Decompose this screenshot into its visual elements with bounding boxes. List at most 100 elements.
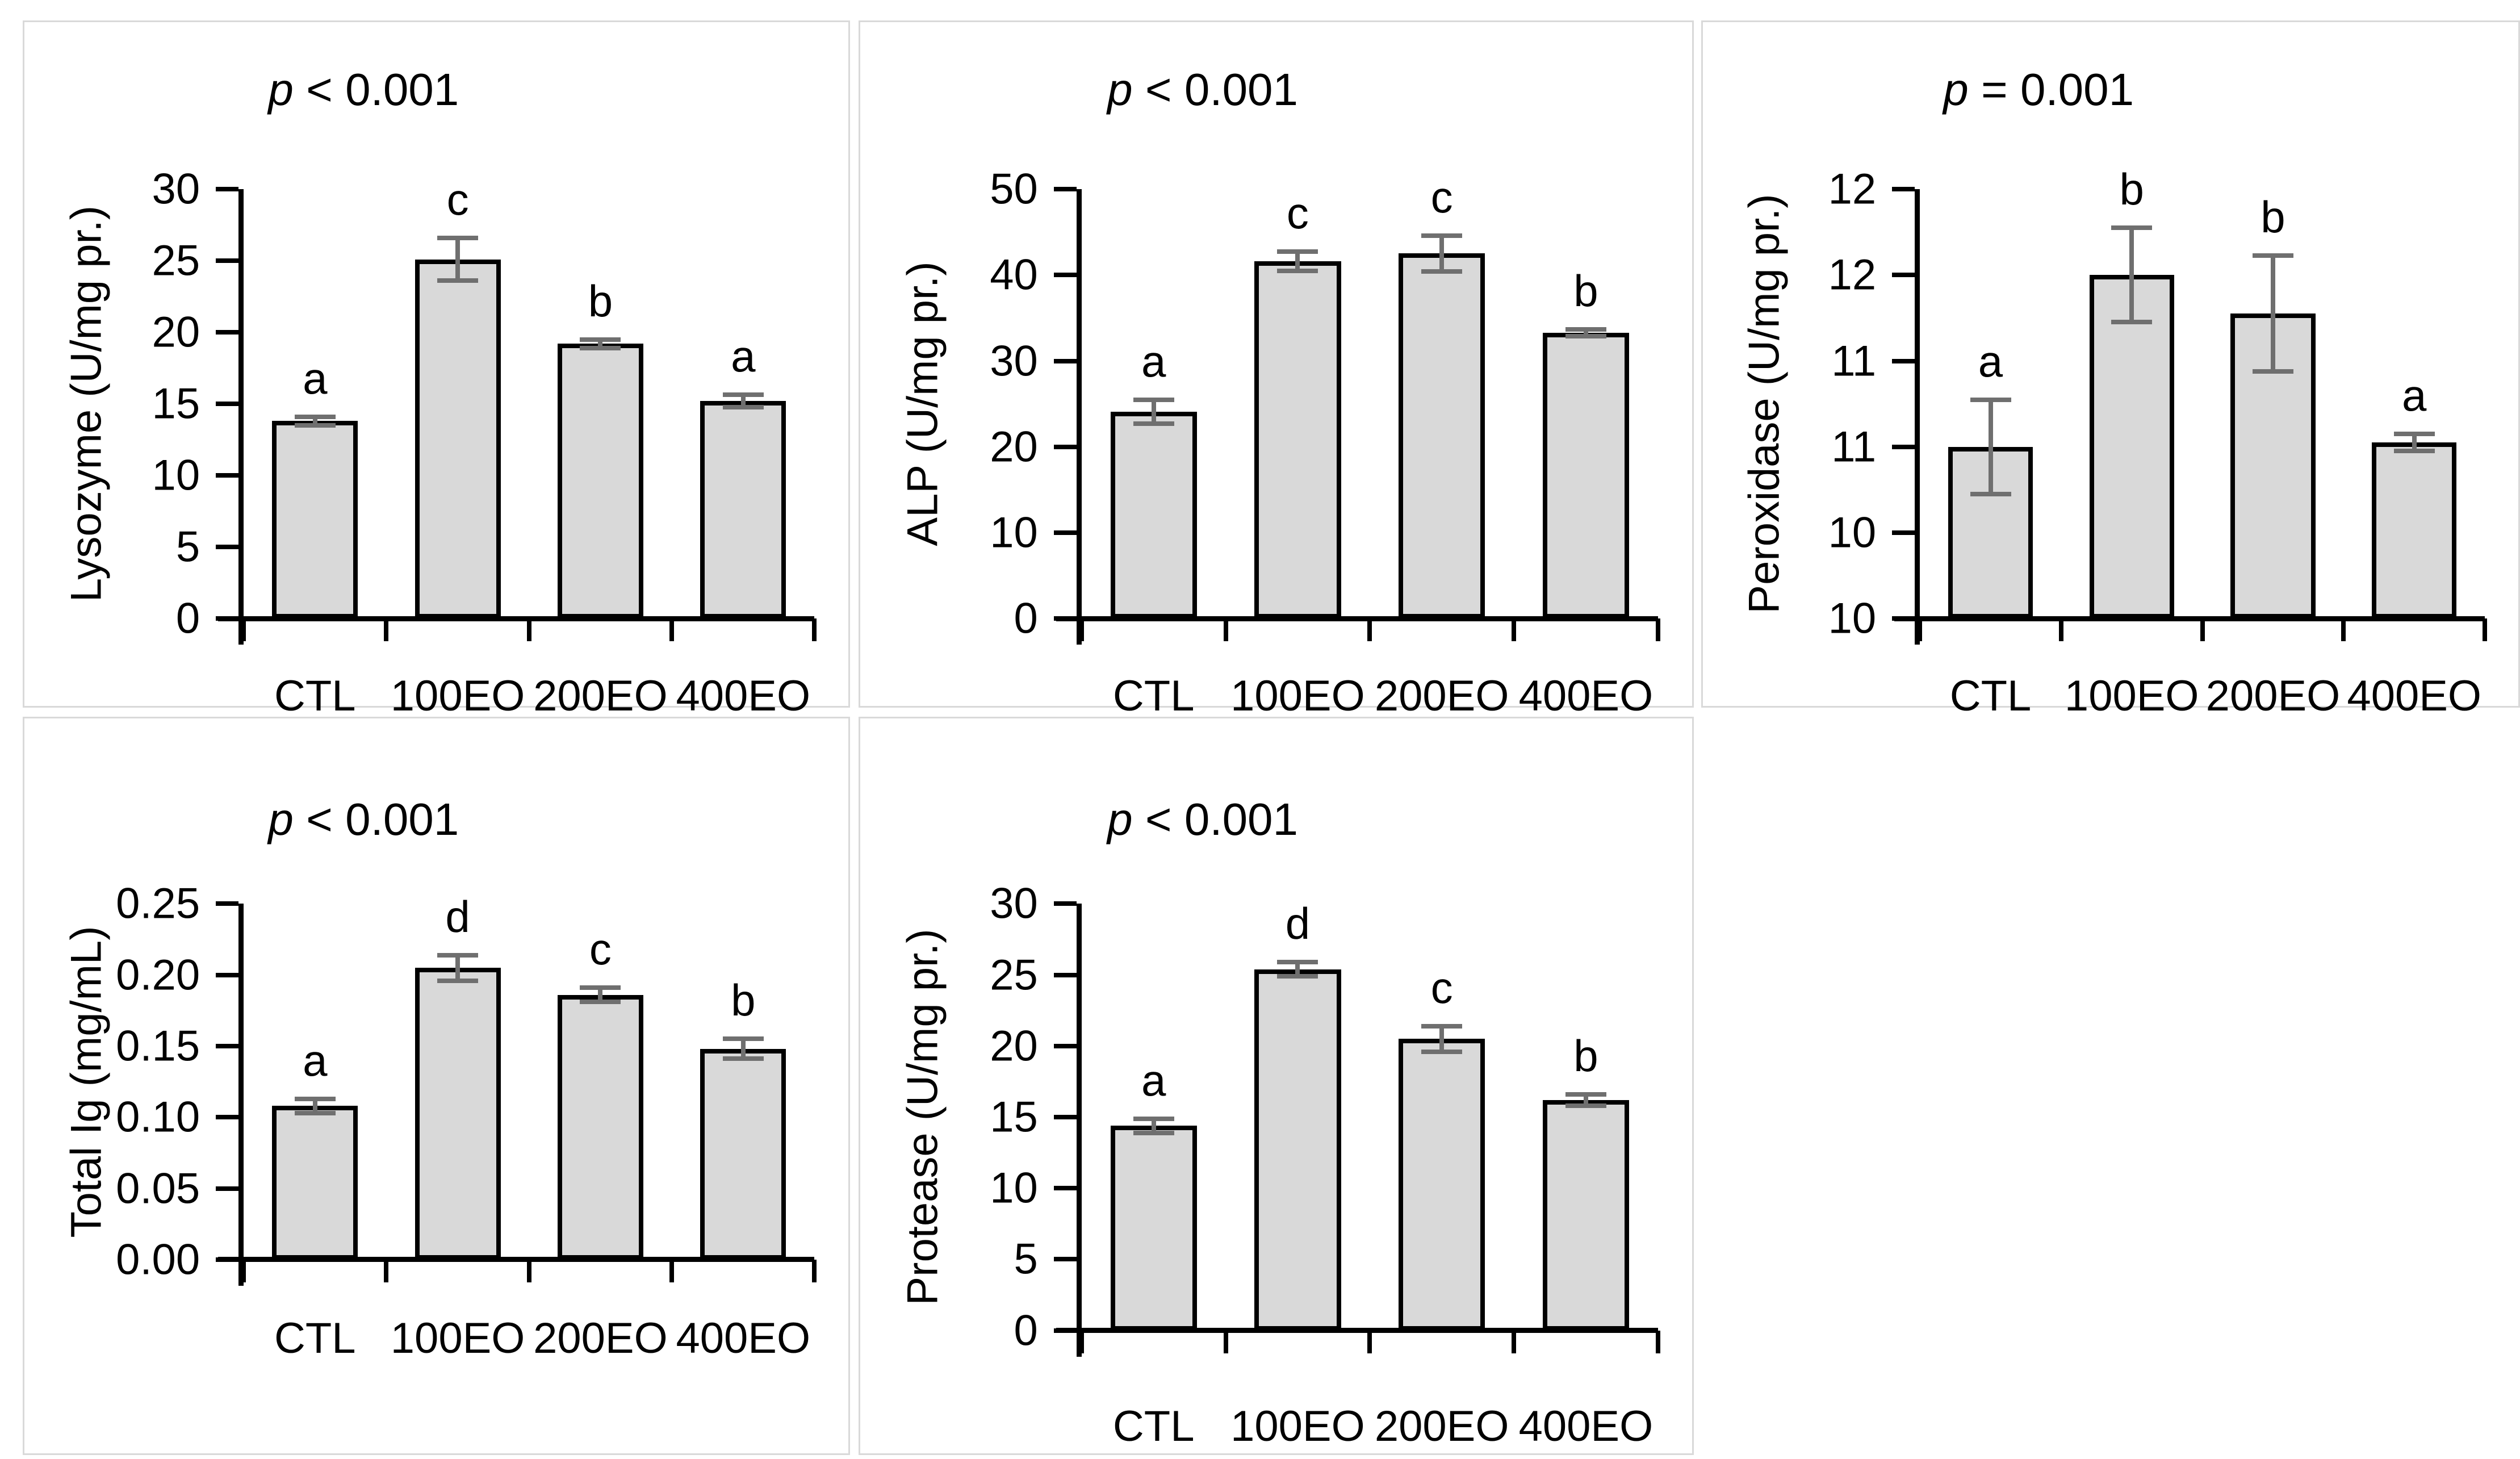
significance-letter: a bbox=[1141, 1055, 1166, 1105]
error-bar-cap-top bbox=[580, 337, 621, 342]
y-tick-label: 30 bbox=[990, 337, 1038, 386]
bar-100EO bbox=[1254, 261, 1341, 619]
error-bar-line bbox=[598, 988, 603, 1002]
error-bar-cap-bottom bbox=[1133, 1130, 1174, 1135]
error-bar-line bbox=[1583, 329, 1588, 336]
significance-letter: d bbox=[1285, 898, 1311, 948]
y-tick-mark bbox=[216, 1257, 239, 1262]
x-tick-mark bbox=[1655, 1330, 1660, 1353]
y-tick-mark bbox=[1892, 187, 1915, 192]
y-axis-title: ALP (U/mg pr.) bbox=[898, 261, 947, 546]
chart-panel-alp: p < 0.001 ALP (U/mg pr.) 0 10 20 30 40 50 a CTL c 1… bbox=[859, 20, 1694, 720]
bar-100EO bbox=[415, 968, 501, 1260]
x-tick-mark bbox=[526, 618, 531, 642]
y-tick-label: 25 bbox=[152, 236, 200, 285]
chart-title: p < 0.001 bbox=[268, 793, 459, 846]
error-bar-cap-top bbox=[2393, 432, 2435, 437]
x-tick-mark bbox=[669, 1259, 675, 1282]
y-tick-mark bbox=[216, 187, 239, 192]
bar-400EO bbox=[2372, 442, 2457, 619]
y-tick-mark bbox=[216, 258, 239, 264]
y-tick-mark bbox=[1892, 444, 1915, 449]
y-tick-label: 12 bbox=[1828, 250, 1877, 299]
error-bar-cap-bottom bbox=[2111, 320, 2153, 325]
x-tick-mark bbox=[2058, 618, 2063, 642]
x-tick-mark bbox=[812, 618, 817, 642]
y-tick-label: 0.20 bbox=[116, 951, 200, 1000]
error-bar-line bbox=[1988, 399, 1993, 494]
y-axis-line bbox=[1915, 189, 1920, 645]
error-bar-line bbox=[312, 1098, 317, 1113]
error-bar-line bbox=[1151, 1118, 1156, 1133]
x-tick-mark bbox=[1367, 618, 1372, 642]
p-value-symbol: p bbox=[268, 64, 294, 115]
x-tick-label: 100EO bbox=[2064, 672, 2199, 721]
x-tick-label: CTL bbox=[1112, 672, 1195, 721]
x-tick-label: 100EO bbox=[390, 672, 525, 721]
chart-panel-protease: p < 0.001 Protease (U/mg pr.) 0 5 10 15 20 25 30… bbox=[859, 717, 1694, 1455]
x-tick-mark bbox=[812, 1259, 817, 1282]
error-bar-line bbox=[740, 1039, 746, 1059]
error-bar-cap-top bbox=[2252, 253, 2293, 258]
y-axis-line bbox=[238, 189, 244, 645]
significance-letter: c bbox=[446, 174, 469, 224]
bar-200EO bbox=[558, 344, 643, 619]
significance-letter: d bbox=[445, 891, 470, 942]
x-tick-mark bbox=[2200, 618, 2205, 642]
y-tick-label: 0.05 bbox=[116, 1164, 200, 1213]
y-tick-label: 0.25 bbox=[116, 879, 200, 928]
x-tick-mark bbox=[2341, 618, 2346, 642]
bar-100EO bbox=[415, 259, 501, 619]
y-tick-label: 10 bbox=[990, 1164, 1038, 1213]
y-tick-label: 10 bbox=[152, 451, 200, 500]
x-tick-mark bbox=[384, 618, 389, 642]
y-tick-mark bbox=[216, 1186, 239, 1191]
y-tick-mark bbox=[1053, 273, 1077, 278]
error-bar-cap-bottom bbox=[294, 1110, 336, 1115]
error-bar-cap-top bbox=[1277, 959, 1318, 964]
x-tick-label: CTL bbox=[1949, 672, 2032, 721]
error-bar-cap-top bbox=[2111, 225, 2153, 231]
y-tick-mark bbox=[216, 545, 239, 550]
y-tick-label: 40 bbox=[990, 250, 1038, 299]
x-axis-line bbox=[1056, 1328, 1658, 1333]
x-tick-label: 100EO bbox=[1230, 672, 1365, 721]
y-tick-label: 5 bbox=[1014, 1235, 1038, 1284]
y-tick-label: 12 bbox=[1828, 165, 1877, 214]
x-tick-mark bbox=[241, 618, 246, 642]
x-tick-mark bbox=[1512, 618, 1517, 642]
p-value-symbol: p bbox=[1107, 794, 1133, 845]
error-bar-line bbox=[740, 394, 746, 408]
y-tick-label: 0.15 bbox=[116, 1022, 200, 1071]
x-tick-label: CTL bbox=[1112, 1402, 1195, 1450]
p-value-text: < 0.001 bbox=[1132, 794, 1299, 845]
significance-letter: a bbox=[303, 1035, 328, 1085]
y-tick-label: 11 bbox=[1831, 337, 1877, 386]
x-tick-label: CTL bbox=[274, 1314, 356, 1362]
error-bar-cap-bottom bbox=[1421, 269, 1463, 274]
significance-letter: b bbox=[588, 275, 613, 326]
bar-100EO bbox=[2089, 275, 2174, 619]
p-value-symbol: p bbox=[1107, 64, 1133, 115]
x-tick-label: 200EO bbox=[533, 672, 668, 721]
x-tick-mark bbox=[669, 618, 675, 642]
y-tick-mark bbox=[1892, 358, 1915, 363]
x-tick-label: 200EO bbox=[533, 1314, 668, 1362]
error-bar-line bbox=[1295, 252, 1300, 271]
y-tick-label: 25 bbox=[990, 951, 1038, 1000]
x-tick-label: 200EO bbox=[1374, 1402, 1509, 1450]
bar-CTL bbox=[1110, 411, 1197, 619]
bar-400EO bbox=[700, 401, 786, 619]
y-tick-mark bbox=[216, 901, 239, 906]
x-tick-label: 100EO bbox=[390, 1314, 525, 1362]
y-tick-label: 10 bbox=[990, 508, 1038, 557]
y-tick-mark bbox=[1053, 1115, 1077, 1119]
y-tick-mark bbox=[216, 1043, 239, 1048]
y-tick-label: 0 bbox=[1014, 594, 1038, 643]
x-axis-line bbox=[1894, 616, 2485, 621]
x-tick-label: 400EO bbox=[676, 1314, 811, 1362]
error-bar-line bbox=[2270, 256, 2275, 372]
bar-200EO bbox=[558, 994, 643, 1260]
error-bar-line bbox=[2412, 434, 2417, 452]
chart-panel-peroxidase: p = 0.001 Peroxidase (U/mg pr.) 10 10 11 11 12… bbox=[1701, 20, 2520, 720]
